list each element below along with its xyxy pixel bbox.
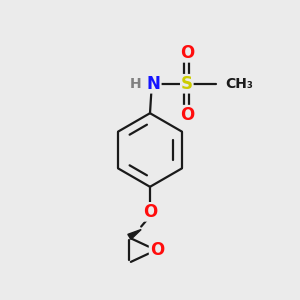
- Text: H: H: [130, 77, 141, 91]
- Polygon shape: [128, 230, 141, 239]
- Text: N: N: [147, 75, 161, 93]
- Text: O: O: [143, 203, 157, 221]
- Text: O: O: [180, 106, 194, 124]
- Text: O: O: [180, 44, 194, 62]
- Text: CH₃: CH₃: [226, 77, 254, 91]
- Text: S: S: [181, 75, 193, 93]
- Text: O: O: [150, 241, 164, 259]
